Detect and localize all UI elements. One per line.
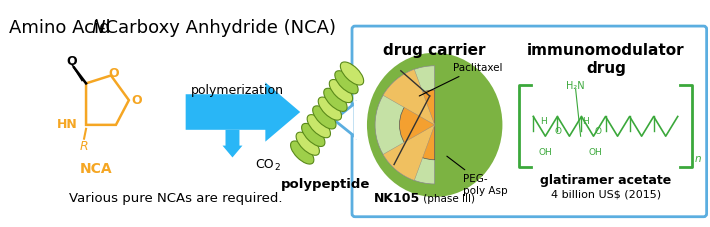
Text: R: R (80, 140, 88, 153)
Text: glatiramer acetate: glatiramer acetate (540, 174, 672, 187)
Ellipse shape (367, 53, 503, 197)
Wedge shape (383, 125, 435, 180)
Ellipse shape (329, 79, 353, 103)
Ellipse shape (340, 62, 364, 85)
Text: CO: CO (256, 158, 274, 171)
Text: Amino Acid: Amino Acid (9, 19, 116, 37)
Text: NK105: NK105 (373, 192, 420, 205)
Text: Paclitaxel: Paclitaxel (419, 62, 502, 96)
Ellipse shape (302, 123, 325, 146)
Text: drug carrier: drug carrier (383, 43, 486, 58)
Text: O: O (109, 67, 119, 80)
Text: N: N (92, 19, 105, 37)
Text: O: O (131, 94, 142, 107)
Text: OH: OH (538, 148, 552, 157)
Polygon shape (186, 82, 300, 142)
Text: drug: drug (586, 61, 626, 76)
Text: 2: 2 (274, 163, 280, 172)
Text: polypeptide: polypeptide (280, 178, 370, 191)
Text: H₂N: H₂N (567, 81, 585, 91)
Text: NCA: NCA (80, 162, 112, 176)
Text: -Carboxy Anhydride (NCA): -Carboxy Anhydride (NCA) (99, 19, 336, 37)
Wedge shape (383, 69, 435, 125)
Ellipse shape (307, 115, 330, 138)
Text: (phase III): (phase III) (420, 194, 475, 204)
Text: OH: OH (588, 148, 602, 157)
Wedge shape (400, 90, 435, 160)
Ellipse shape (290, 141, 314, 164)
Text: n: n (694, 154, 701, 164)
FancyBboxPatch shape (352, 26, 706, 217)
Text: 4 billion US$ (2015): 4 billion US$ (2015) (551, 190, 661, 200)
Text: Various pure NCAs are required.: Various pure NCAs are required. (69, 192, 283, 205)
Text: O: O (555, 127, 562, 136)
Text: O: O (594, 127, 601, 136)
Text: H: H (540, 117, 547, 126)
Text: immunomodulator: immunomodulator (528, 43, 685, 58)
Ellipse shape (296, 132, 320, 155)
Ellipse shape (312, 106, 336, 129)
Text: O: O (67, 55, 77, 68)
Text: H: H (581, 117, 589, 126)
Text: PEG-
poly Asp: PEG- poly Asp (447, 156, 507, 196)
Polygon shape (222, 130, 242, 158)
Ellipse shape (324, 88, 347, 111)
Ellipse shape (318, 97, 342, 120)
Polygon shape (334, 103, 355, 137)
Wedge shape (375, 66, 435, 184)
Text: HN: HN (58, 118, 78, 131)
Ellipse shape (335, 71, 358, 94)
Text: polymerization: polymerization (191, 84, 284, 97)
